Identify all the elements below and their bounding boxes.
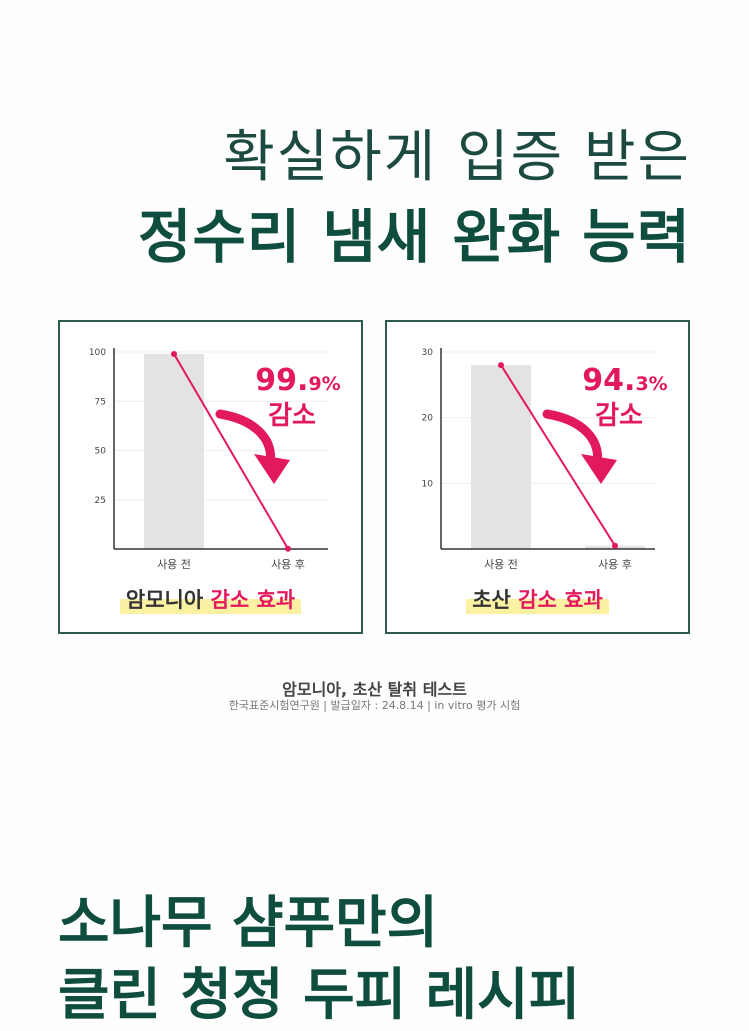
y-tick-label: 50 [95,447,107,457]
ammonia-caption: 암모니아 감소 효과 [60,584,361,614]
data-point-after [612,542,618,549]
reduction-percent: 94.3% [582,363,667,398]
y-tick-label: 25 [95,496,106,506]
ammonia-chart-card: 100 75 50 25 사용 전 사용 후 99.9% 감소 암모니아 감소 효과 [58,320,363,634]
source-title: 암모니아, 초산 탈취 테스트 [282,680,467,699]
reduction-label: 감소 [595,401,643,431]
y-tick-label: 30 [422,348,434,358]
y-tick-label: 10 [422,479,434,489]
ammonia-chart: 100 75 50 25 사용 전 사용 후 99.9%감소 [89,348,341,571]
bar [471,365,531,549]
trend-line [500,364,616,547]
caption-plain: 암모니아 [125,588,204,612]
headline-line2: 정수리 냄새 완화 능력 [138,203,691,271]
reduction-percent: 99.9% [255,363,340,398]
bottom-line2: 클린 청정 두피 레시피 [58,963,581,1028]
acetic-chart: 30 20 10 사용 전 사용 후 94.3%감소 [422,348,668,571]
y-tick-label: 20 [422,414,434,424]
caption-highlight: 감소 효과 [210,588,296,612]
trend-line [173,353,289,550]
acetic-chart-card: 30 20 10 사용 전 사용 후 94.3% 감소 초산 감소 효과 [385,320,690,634]
arrow-head-icon [254,454,290,484]
arrow-head-icon [581,454,617,484]
x-category-label: 사용 전 [157,558,191,571]
x-category-label: 사용 후 [598,558,632,571]
x-category-label: 사용 전 [484,558,518,571]
source-subtitle: 한국표준시험연구원 | 발급일자 : 24.8.14 | in vitro 평가… [228,699,521,712]
data-point-before [498,362,504,369]
acetic-caption: 초산 감소 효과 [387,584,688,614]
y-tick-label: 75 [95,397,106,407]
reduction-label: 감소 [268,401,316,431]
bottom-line1: 소나무 샴푸만의 [58,891,439,956]
y-tick-label: 100 [89,348,106,358]
x-category-label: 사용 후 [271,558,305,571]
data-point-before [171,350,177,357]
data-point-after [285,545,291,552]
headline-line1: 확실하게 입증 받은 [223,125,691,190]
caption-highlight: 감소 효과 [518,588,603,612]
bar [144,353,204,549]
caption-plain: 초산 [472,588,511,612]
